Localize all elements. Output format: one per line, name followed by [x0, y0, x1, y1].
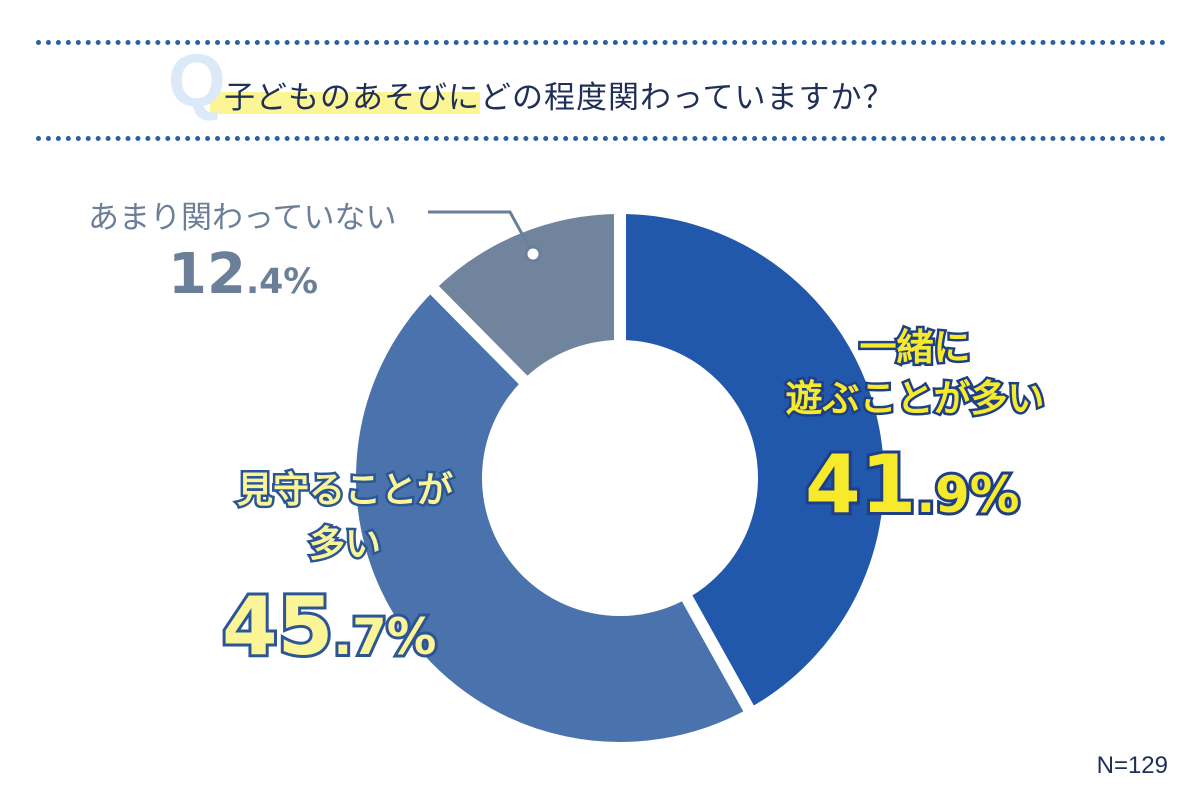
pct-decimal: .4 — [245, 262, 284, 302]
slice-label-watch: 見守ることが 多い — [220, 464, 470, 572]
dotted-divider-top — [36, 40, 1166, 45]
slice-percent-watch: 45.7% — [219, 577, 440, 676]
dotted-divider-bottom — [36, 136, 1166, 141]
donut-slice-together — [614, 201, 896, 722]
label-line: 見守ることが — [234, 468, 455, 514]
leader-dot-rarely — [524, 245, 542, 263]
slice-label-together: 一緒に 遊ぶことが多い — [770, 322, 1060, 424]
pct-main: 41 — [802, 435, 919, 534]
leader-line-rarely — [428, 210, 535, 255]
pct-decimal: .9 — [913, 463, 972, 527]
question-highlight — [210, 92, 480, 114]
slice-percent-rarely: 12.4% — [168, 242, 318, 307]
donut-slices — [344, 201, 896, 754]
donut-slice-rarely — [421, 201, 626, 393]
label-line: 多い — [306, 522, 383, 568]
label-line: 遊ぶことが多い — [783, 375, 1047, 423]
question-title: 子どものあそびにどの程度関わっていますか？ — [224, 80, 895, 116]
sample-size: N=129 — [1096, 752, 1168, 779]
pct-sign: % — [967, 463, 1023, 527]
label-line: 一緒に — [857, 323, 973, 371]
pct-main: 45 — [219, 577, 336, 676]
donut-slice-watch — [344, 277, 760, 754]
pct-main: 12 — [168, 242, 246, 307]
slice-label-rarely: あまり関わっていない — [88, 200, 397, 236]
question-mark-letter: Q — [168, 39, 226, 122]
pct-sign: % — [384, 605, 440, 669]
slice-percent-together: 41.9% — [802, 435, 1023, 534]
pct-sign: % — [283, 262, 319, 302]
donut-hole — [492, 350, 748, 606]
pct-decimal: .7 — [330, 605, 389, 669]
